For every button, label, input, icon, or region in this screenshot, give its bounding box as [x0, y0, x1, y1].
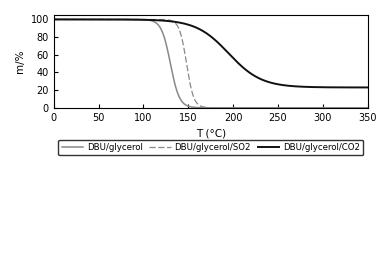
Legend: DBU/glycerol, DBU/glycerol/SO2, DBU/glycerol/CO2: DBU/glycerol, DBU/glycerol/SO2, DBU/glyc…: [58, 140, 363, 156]
Y-axis label: m/%: m/%: [15, 50, 25, 73]
X-axis label: T (°C): T (°C): [196, 128, 226, 138]
